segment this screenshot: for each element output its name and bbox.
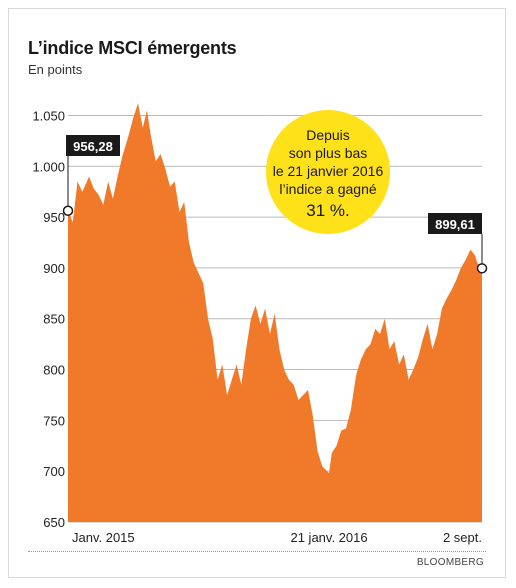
area-series <box>68 103 482 523</box>
callout-line-1: Depuis <box>306 127 350 143</box>
y-tick-label: 650 <box>43 515 65 530</box>
y-tick-label: 850 <box>43 312 65 327</box>
y-tick-label: 800 <box>43 363 65 378</box>
start-label-group: 956,28 <box>62 135 120 216</box>
y-tick-label: 750 <box>43 413 65 428</box>
callout-line-2: son plus bas <box>289 145 368 161</box>
end-value-label: 899,61 <box>435 217 475 232</box>
x-tick-label: Janv. 2015 <box>72 530 135 545</box>
y-tick-label: 700 <box>43 464 65 479</box>
x-tick-label: 2 sept. <box>443 530 482 545</box>
y-tick-label: 1.000 <box>32 159 65 174</box>
start-label-box <box>66 135 120 156</box>
callout-circle <box>266 110 390 234</box>
footer-rule <box>28 551 486 552</box>
start-value-label: 956,28 <box>73 139 113 154</box>
end-label-group: 899,61 <box>428 213 488 274</box>
callout-line-4: l’indice a gagné <box>279 181 377 197</box>
source-label: BLOOMBERG <box>416 557 484 568</box>
x-tick-label: 21 janv. 2016 <box>290 530 367 545</box>
y-tick-label: 950 <box>43 210 65 225</box>
start-point-marker <box>62 205 74 216</box>
chart-title: L’indice MSCI émergents <box>28 38 237 58</box>
callout-line-5: 31 %. <box>306 201 349 220</box>
y-tick-label: 900 <box>43 261 65 276</box>
end-label-box <box>428 213 482 234</box>
callout-line-3: le 21 janvier 2016 <box>273 163 384 179</box>
y-tick-label: 1.050 <box>32 108 65 123</box>
chart-subtitle: En points <box>28 62 83 77</box>
end-point-marker <box>476 263 488 274</box>
callout-bubble: Depuis son plus bas le 21 janvier 2016 l… <box>266 110 390 234</box>
